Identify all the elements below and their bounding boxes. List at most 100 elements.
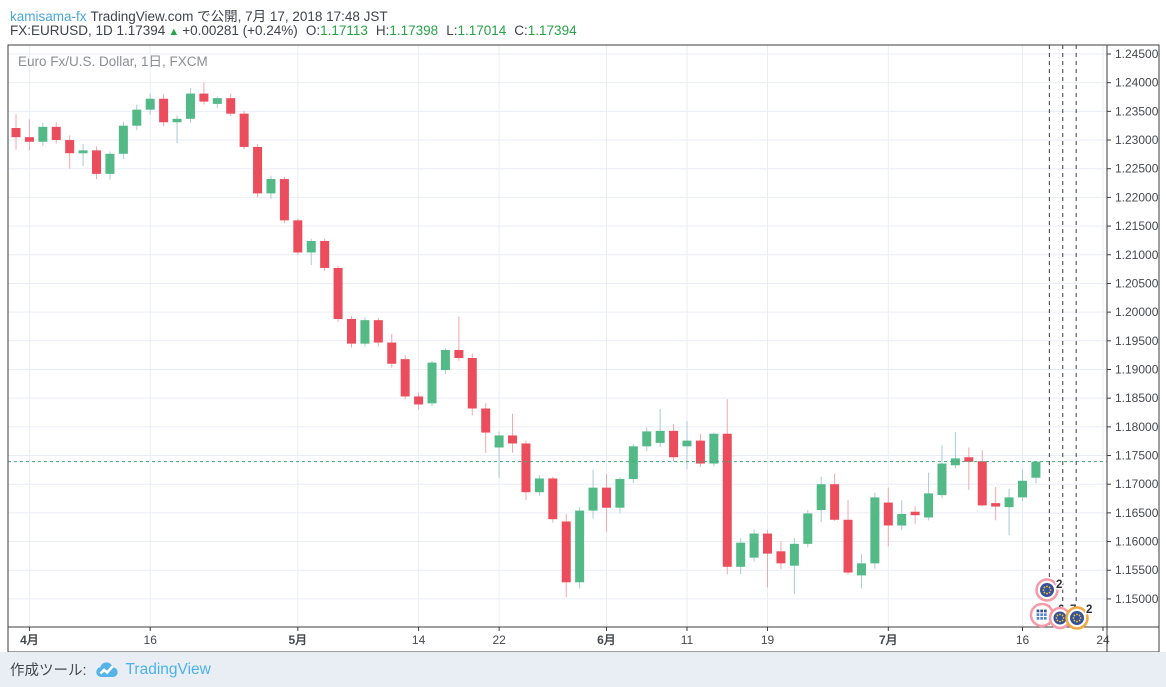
time-axis-label: 14 — [412, 633, 426, 647]
candle-up — [132, 109, 142, 126]
price-chart[interactable]: 1.24500 1.24000 1.23500 1.23000 1.22500 1.220… — [0, 0, 1166, 652]
candle-up — [105, 153, 115, 174]
eu-star-dot — [1072, 617, 1075, 619]
time-axis-label: 16 — [144, 633, 158, 647]
candle-down — [481, 408, 491, 433]
footer-label: 作成ツール: — [10, 663, 87, 679]
candle-up — [78, 150, 88, 154]
candle-down — [991, 503, 1001, 507]
candle-down — [320, 240, 330, 268]
event-badge-eu-flag[interactable]: 2 — [1035, 578, 1064, 602]
price-axis-label: 1.19000 — [1115, 362, 1159, 376]
candle-up — [736, 542, 746, 567]
time-axis-label: 7月 — [879, 633, 898, 647]
eu-star-dot — [1049, 589, 1052, 591]
candle-up — [937, 463, 947, 496]
eu-star-dot — [1059, 613, 1061, 616]
candle-down — [763, 533, 773, 554]
candle-down — [333, 267, 343, 320]
candle-down — [92, 150, 102, 174]
candle-up — [856, 563, 866, 576]
price-axis-label: 1.16500 — [1115, 506, 1159, 520]
candle-down — [776, 551, 786, 564]
candle-up — [897, 514, 907, 526]
candle-down — [695, 440, 705, 464]
candle-up — [534, 478, 544, 493]
time-axis[interactable]: 4月 16 5月 14 22 6月 11 19 7月 16 24 — [20, 627, 1110, 647]
time-axis-label: 5月 — [288, 633, 307, 647]
candle-down — [51, 126, 61, 141]
candle-up — [628, 446, 638, 480]
outer-border — [7, 44, 1160, 652]
candle-up — [1004, 497, 1014, 508]
candle-up — [38, 126, 48, 142]
eu-star-dot — [1061, 614, 1064, 617]
candle-down — [253, 146, 263, 194]
eu-star-dot — [1076, 620, 1078, 623]
header: kamisama-fx TradingView.com で公開, 7月 17, 2… — [0, 0, 1166, 45]
chart-title: Euro Fx/U.S. Dollar, 1日, FXCM — [18, 54, 208, 69]
candle-down — [387, 342, 397, 364]
eu-star-dot — [1061, 619, 1064, 622]
candle-up — [360, 320, 370, 344]
event-badge-eu-flag[interactable]: 2 — [1065, 603, 1094, 630]
candle-down — [964, 457, 974, 462]
eu-star-dot — [1043, 591, 1046, 594]
price-axis-label: 1.20000 — [1115, 305, 1159, 319]
eu-flag-icon — [1040, 583, 1054, 597]
eu-star-dot — [1062, 617, 1065, 619]
price-axis-label: 1.21000 — [1115, 248, 1159, 262]
candle-down — [508, 435, 518, 444]
eu-star-dot — [1056, 614, 1059, 617]
candle-up — [615, 479, 625, 508]
price-axis-label: 1.22000 — [1115, 190, 1159, 204]
eu-star-dot — [1059, 620, 1061, 623]
candle-up — [212, 98, 222, 104]
candle-down — [883, 502, 893, 526]
publish-info: TradingView.com で公開, 7月 17, 2018 17:48 J… — [90, 9, 388, 24]
price-axis-label: 1.17500 — [1115, 449, 1159, 463]
author-link[interactable]: kamisama-fx — [10, 9, 87, 24]
footer: 作成ツール: TradingView — [0, 652, 1166, 687]
time-axis-label: 11 — [681, 633, 694, 647]
candle-down — [467, 358, 477, 409]
price-axis[interactable]: 1.24500 1.24000 1.23500 1.23000 1.22500 1.220… — [1107, 47, 1159, 606]
candle-down — [548, 478, 558, 520]
candle-down — [279, 179, 289, 221]
candle-up — [642, 431, 652, 447]
candle-down — [239, 113, 249, 147]
candle-down — [454, 349, 464, 359]
candle-down — [24, 137, 34, 142]
candle-down — [521, 443, 531, 493]
candle-up — [185, 93, 195, 119]
price-axis-label: 1.20500 — [1115, 276, 1159, 290]
candle-down — [830, 484, 840, 520]
candle-down — [400, 359, 410, 397]
eu-star-dot — [1048, 586, 1051, 589]
tradingview-link[interactable]: TradingView — [125, 660, 211, 678]
candle-down — [347, 319, 356, 344]
candle-up — [682, 440, 692, 447]
candle-up — [172, 118, 182, 123]
candle-series — [11, 82, 1041, 598]
candle-up — [440, 349, 450, 371]
price-axis-label: 1.18500 — [1115, 391, 1159, 405]
low-value: L:1.17014 — [446, 23, 507, 38]
candle-down — [843, 519, 853, 573]
eu-star-dot — [1073, 619, 1076, 622]
time-axis-label: 24 — [1096, 633, 1110, 647]
eu-star-dot — [1043, 586, 1046, 589]
candle-down — [11, 127, 21, 138]
candle-down — [65, 140, 75, 154]
tradingview-logo-icon[interactable] — [95, 661, 119, 678]
eu-star-dot — [1048, 591, 1051, 594]
symbol-text: FX:EURUSD, 1D 1.17394 — [10, 23, 166, 38]
candle-down — [159, 98, 169, 123]
candle-up — [145, 98, 155, 110]
candle-up — [749, 533, 759, 558]
eu-star-dot — [1042, 589, 1045, 591]
candle-up — [494, 435, 504, 448]
eu-star-dot — [1056, 619, 1059, 622]
eu-star-dot — [1079, 617, 1082, 619]
candle-up — [870, 497, 880, 564]
